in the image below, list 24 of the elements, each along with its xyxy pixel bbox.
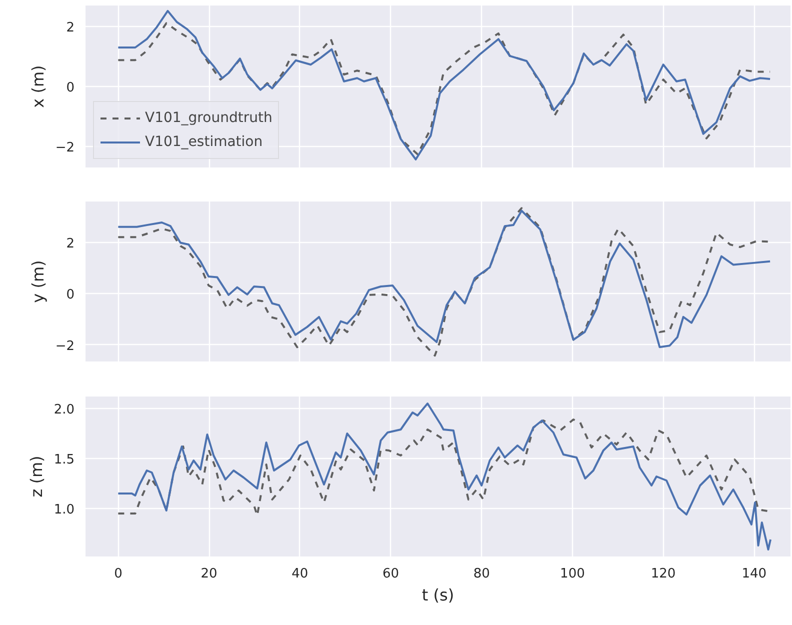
x-tick-label: 20 <box>200 566 218 582</box>
x-axis-title: t (s) <box>422 586 454 604</box>
y-tick-label: 1.5 <box>54 452 75 468</box>
x-tick-label: 0 <box>114 566 122 582</box>
y-tick-label: −2 <box>55 338 75 354</box>
y-tick-label: −2 <box>55 140 75 156</box>
y-tick-label: 0 <box>66 80 75 96</box>
legend-label: V101_estimation <box>145 134 263 150</box>
x-tick-label: 80 <box>473 566 490 582</box>
y-tick-label: 2.0 <box>54 402 75 418</box>
x-tick-label: 120 <box>650 566 676 582</box>
y-axis-title: z (m) <box>26 456 46 498</box>
line-series <box>117 402 772 550</box>
y-tick-label: 1.0 <box>54 502 75 518</box>
y-tick-label: 2 <box>66 20 75 36</box>
y-axis-title: x (m) <box>28 65 48 108</box>
x-tick-label: 100 <box>560 566 585 582</box>
x-tick-label: 40 <box>292 566 308 582</box>
x-tick-label: 60 <box>382 566 400 582</box>
y-tick-label: 2 <box>66 236 75 252</box>
legend-label: V101_groundtruth <box>145 110 272 126</box>
y-tick-label: 0 <box>66 288 75 303</box>
x-tick-label: 140 <box>742 566 767 582</box>
y-axis-title: y (m) <box>28 260 48 303</box>
